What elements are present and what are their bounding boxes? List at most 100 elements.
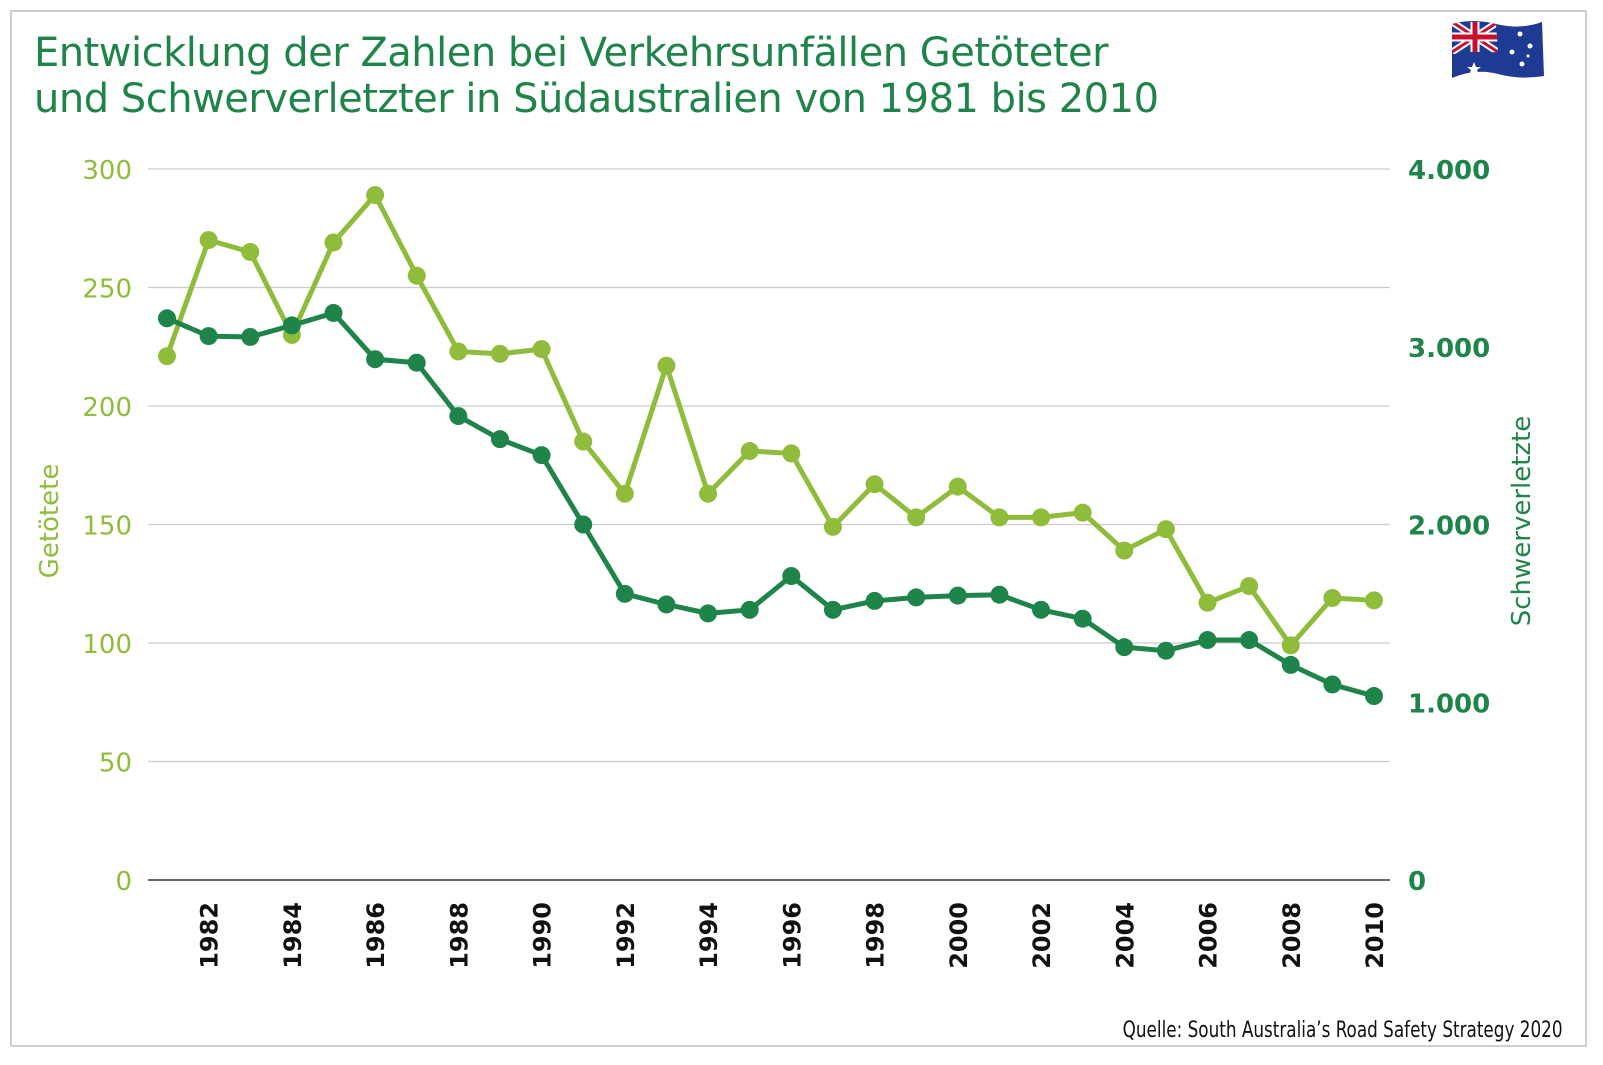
series-layer (158, 186, 1383, 706)
data-point (1365, 591, 1383, 610)
right-tick-label: 3.000 (1408, 334, 1490, 364)
data-point (282, 316, 301, 335)
x-tick-label: 1990 (529, 902, 557, 969)
x-tick-label: 2008 (1278, 902, 1306, 969)
series-schwerverletzte (158, 303, 1383, 706)
source-note: Quelle: South Australia’s Road Safety St… (1123, 1018, 1563, 1043)
right-axis-label: Schwerverletzte (1507, 416, 1537, 627)
data-point (407, 353, 426, 372)
data-point (865, 591, 884, 610)
data-point (657, 595, 676, 614)
left-tick-label: 150 (82, 512, 132, 542)
x-tick-label: 1992 (612, 902, 640, 969)
x-tick-label: 2000 (945, 902, 973, 969)
x-tick-label: 2002 (1028, 902, 1056, 969)
data-point (199, 231, 218, 250)
data-point (907, 508, 926, 527)
data-point (366, 350, 385, 369)
x-tick-label: 1988 (445, 902, 473, 969)
chart-title-line-2: und Schwerverletzter in Südaustralien vo… (34, 76, 1159, 122)
left-tick-label: 50 (99, 749, 132, 779)
right-tick-label: 2.000 (1408, 512, 1490, 542)
x-tick-label: 2004 (1111, 902, 1139, 969)
x-tick-label: 1986 (362, 902, 390, 969)
data-point (1156, 641, 1175, 660)
data-point (199, 327, 218, 346)
x-tick-label: 2006 (1195, 902, 1223, 969)
x-tick-label: 1982 (196, 902, 224, 969)
data-point (532, 340, 551, 359)
chart-title-line-1: Entwicklung der Zahlen bei Verkehrsunfäl… (34, 30, 1109, 76)
left-tick-label: 300 (82, 156, 132, 186)
left-tick-label: 200 (82, 393, 132, 423)
right-tick-label: 0 (1408, 867, 1426, 897)
data-point (1323, 675, 1342, 694)
data-point (699, 604, 718, 623)
left-tick-label: 250 (82, 275, 132, 305)
chart-frame (10, 10, 1587, 1047)
data-point (782, 567, 801, 586)
data-point (907, 588, 926, 607)
right-axis-ticks: 0 1.000 2.000 3.000 4.000 (1408, 156, 1490, 897)
data-point (1073, 609, 1092, 628)
data-point (823, 517, 842, 536)
x-tick-label: 1994 (695, 902, 723, 969)
x-tick-label: 1998 (862, 902, 890, 969)
left-axis-label: Getötete (35, 464, 65, 579)
data-point (1032, 600, 1051, 619)
data-point (241, 242, 260, 261)
data-point (615, 484, 634, 503)
x-tick-label: 2010 (1361, 902, 1389, 969)
data-point (699, 484, 718, 503)
series-line (166, 310, 1375, 699)
data-point (1115, 638, 1134, 657)
data-point (1115, 541, 1134, 560)
data-point (1240, 631, 1259, 650)
data-point (1032, 508, 1051, 527)
data-point (1365, 687, 1383, 706)
data-point (740, 600, 759, 619)
data-point (948, 586, 967, 605)
chart-title: Entwicklung der Zahlen bei Verkehrsunfäl… (34, 30, 1159, 122)
data-point (1281, 655, 1300, 674)
data-point (740, 442, 759, 461)
data-point (324, 233, 343, 252)
data-point (574, 515, 593, 534)
right-tick-label: 4.000 (1408, 156, 1490, 186)
data-point (366, 186, 385, 205)
data-point (449, 407, 468, 426)
data-point (615, 584, 634, 603)
left-tick-label: 100 (82, 630, 132, 660)
x-tick-label: 1996 (778, 902, 806, 969)
data-point (990, 585, 1009, 604)
data-point (1281, 636, 1300, 655)
data-point (782, 444, 801, 463)
data-point (490, 430, 509, 449)
data-point (1323, 588, 1342, 607)
australia-flag-icon (1452, 21, 1544, 78)
data-point (407, 266, 426, 285)
series-getötete (158, 186, 1383, 655)
data-point (574, 432, 593, 451)
data-point (1198, 593, 1217, 612)
right-tick-label: 1.000 (1408, 689, 1490, 719)
data-point (657, 356, 676, 375)
data-point (948, 477, 967, 496)
data-point (490, 344, 509, 363)
data-point (1156, 520, 1175, 539)
left-tick-label: 0 (115, 867, 132, 897)
data-point (865, 475, 884, 494)
data-point (158, 347, 176, 366)
data-point (990, 508, 1009, 527)
data-point (1198, 631, 1217, 650)
gridlines (148, 168, 1390, 881)
x-tick-label: 1984 (279, 902, 307, 969)
data-point (449, 342, 468, 361)
data-point (1073, 503, 1092, 522)
data-point (1240, 577, 1259, 596)
data-point (532, 446, 551, 465)
left-axis-ticks: 0 50 100 150 200 250 300 (82, 156, 132, 897)
series-line (164, 192, 1375, 648)
data-point (324, 303, 343, 322)
